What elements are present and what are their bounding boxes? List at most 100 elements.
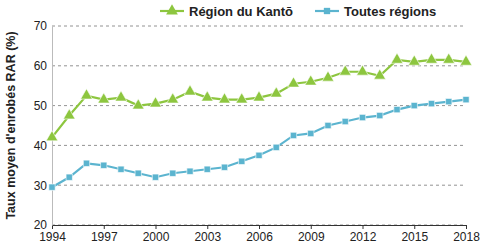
y-tick: 50: [34, 99, 52, 113]
legend-marker: [324, 8, 330, 14]
x-tick: 2009: [298, 225, 325, 244]
series-marker: [66, 174, 72, 180]
series-marker: [49, 184, 55, 190]
series-marker: [239, 158, 245, 164]
y-tick: 20: [34, 218, 52, 232]
series-line: [52, 100, 466, 188]
series-marker: [288, 77, 300, 87]
y-tick-label: 60: [34, 59, 48, 73]
grid-line: [52, 145, 466, 146]
series-marker: [305, 75, 317, 85]
series-marker: [219, 93, 231, 103]
series-marker: [135, 170, 141, 176]
series-marker: [273, 144, 279, 150]
x-tick: 1997: [91, 225, 118, 244]
series-marker: [83, 160, 89, 166]
series-marker: [118, 166, 124, 172]
y-axis: 20 30 40 50 60 70: [34, 19, 53, 232]
x-tick-mark: [52, 225, 53, 229]
series-marker: [308, 130, 314, 136]
y-tick-label: 50: [34, 99, 48, 113]
series-marker: [446, 98, 452, 104]
series-marker: [377, 112, 383, 118]
series-marker: [394, 106, 400, 112]
x-tick-mark: [466, 225, 467, 229]
series-marker: [339, 65, 351, 75]
series-marker: [428, 100, 434, 106]
legend-label: Région du Kantō: [189, 4, 293, 19]
x-tick-mark: [363, 225, 364, 229]
x-tick-mark: [311, 225, 312, 229]
series-marker: [460, 55, 472, 65]
series-marker: [98, 93, 110, 103]
series-marker: [132, 99, 144, 109]
series-marker: [46, 131, 58, 141]
series-marker: [408, 55, 420, 65]
y-axis-line: [52, 27, 53, 226]
series-marker: [236, 93, 248, 103]
grid: [52, 26, 466, 225]
y-tick-label: 20: [34, 218, 48, 232]
x-tick-label: 2003: [194, 230, 221, 244]
series-marker: [443, 53, 455, 63]
x-tick-mark: [259, 225, 260, 229]
grid-line: [52, 65, 466, 66]
x-tick-mark: [104, 225, 105, 229]
x-tick-mark: [156, 225, 157, 229]
x-axis-line: [53, 226, 467, 230]
series-marker: [187, 168, 193, 174]
series-marker: [325, 122, 331, 128]
series-group: [46, 53, 472, 190]
series-marker: [357, 65, 369, 75]
series-marker: [184, 85, 196, 95]
grid-line: [52, 105, 466, 106]
series-marker: [270, 87, 282, 97]
x-tick-label: 2006: [246, 230, 273, 244]
x-tick: 2003: [194, 225, 221, 244]
grid-line: [52, 185, 466, 186]
series-marker: [63, 109, 75, 119]
y-tick: 60: [34, 59, 52, 73]
x-tick-label: 2000: [143, 230, 170, 244]
x-tick: 2000: [143, 225, 170, 244]
series-marker: [204, 166, 210, 172]
series-marker: [115, 91, 127, 101]
x-tick: 2012: [350, 225, 377, 244]
series-marker: [256, 152, 262, 158]
x-tick-label: 2012: [350, 230, 377, 244]
legend-marker: [166, 4, 178, 14]
y-tick: 70: [34, 19, 52, 33]
series-marker: [391, 53, 403, 63]
y-tick-label: 30: [34, 179, 48, 193]
series-marker: [201, 91, 213, 101]
legend-label: Toutes régions: [344, 4, 436, 19]
y-axis-title: Taux moyen d'enrobés RAR (%): [4, 31, 18, 219]
x-tick: 2015: [401, 225, 428, 244]
x-tick: 2006: [246, 225, 273, 244]
legend: Région du Kantō Toutes régions: [160, 4, 436, 19]
plot: 1994199720002003200620092012201520182030…: [34, 19, 480, 243]
grid-line: [52, 26, 466, 27]
x-tick: 2018: [453, 225, 480, 244]
series-marker: [152, 174, 158, 180]
x-axis: 199419972000200320062009201220152018: [39, 225, 480, 244]
series-marker: [342, 118, 348, 124]
series-marker: [253, 91, 265, 101]
y-tick-label: 70: [34, 19, 48, 33]
series-marker: [167, 93, 179, 103]
series-marker: [290, 132, 296, 138]
chart: 1994199720002003200620092012201520182030…: [0, 0, 480, 249]
series-marker: [81, 89, 93, 99]
series-line: [52, 60, 466, 138]
x-tick-label: 2009: [298, 230, 325, 244]
x-tick-mark: [207, 225, 208, 229]
series-marker: [170, 170, 176, 176]
x-tick-mark: [414, 225, 415, 229]
x-tick-label: 2018: [453, 230, 480, 244]
series-marker: [411, 102, 417, 108]
series-marker: [374, 69, 386, 79]
x-tick-label: 2015: [401, 230, 428, 244]
y-tick-label: 40: [34, 139, 48, 153]
legend-item: Région du Kantō: [160, 4, 293, 19]
series-marker: [101, 162, 107, 168]
